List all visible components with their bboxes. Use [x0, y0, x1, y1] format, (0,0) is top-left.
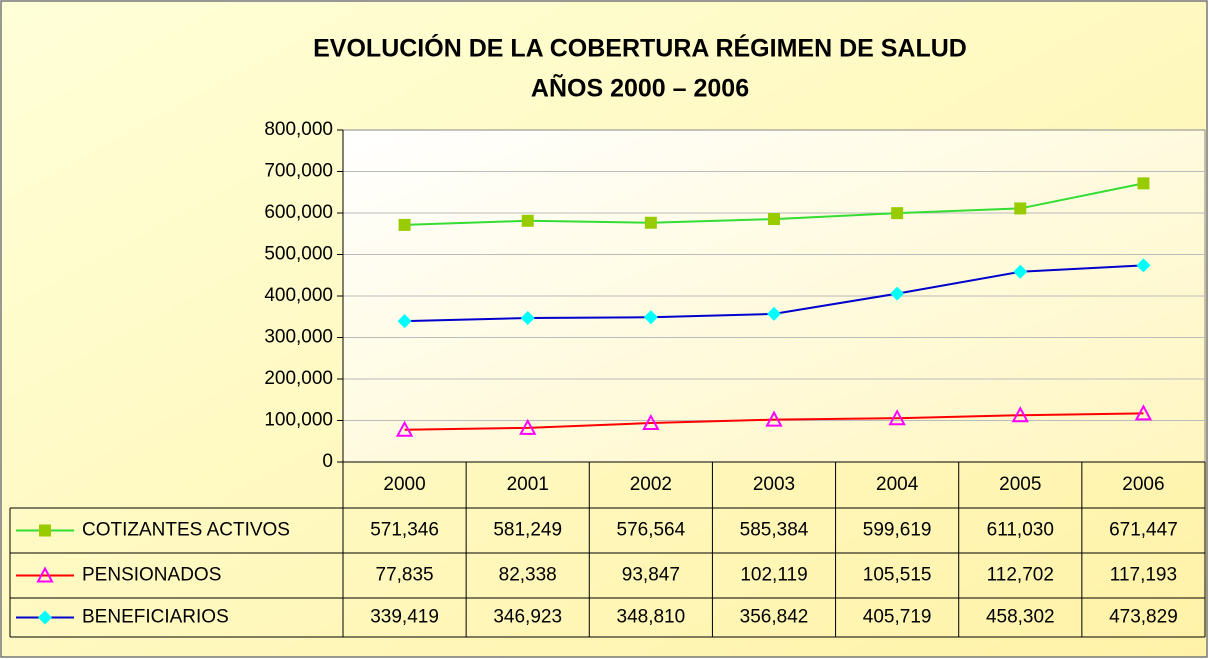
- table-value: 571,346: [370, 520, 439, 541]
- data-point: [1134, 404, 1153, 421]
- table-value: 405,719: [863, 607, 932, 628]
- table-value: 346,923: [493, 607, 562, 628]
- y-tick-label: 500,000: [264, 244, 333, 265]
- data-point: [397, 314, 412, 329]
- table-value: 581,249: [493, 520, 562, 541]
- y-tick-label: 200,000: [264, 368, 333, 389]
- y-tick-label: 100,000: [264, 410, 333, 431]
- legend-label: COTIZANTES ACTIVOS: [82, 520, 290, 541]
- data-point: [642, 413, 660, 431]
- data-point: [398, 218, 411, 231]
- data-point: [519, 418, 537, 435]
- x-tick-label: 2004: [876, 474, 919, 495]
- x-tick-label: 2000: [383, 474, 425, 495]
- series-line: [404, 412, 1144, 431]
- table-value: 105,515: [863, 565, 932, 586]
- y-tick-label: 300,000: [264, 327, 333, 348]
- data-point: [888, 409, 906, 426]
- x-tick-label: 2005: [999, 474, 1041, 495]
- data-point: [1011, 406, 1029, 423]
- y-tick-label: 0: [322, 451, 333, 472]
- table-value: 82,338: [499, 565, 557, 586]
- data-point: [767, 306, 781, 321]
- y-tick-label: 600,000: [264, 202, 333, 223]
- y-tick-label: 700,000: [264, 161, 333, 182]
- table-value: 93,847: [622, 565, 680, 586]
- data-point: [395, 420, 414, 437]
- data-point: [1014, 202, 1027, 215]
- data-point: [520, 311, 535, 326]
- table-value: 671,447: [1109, 520, 1178, 541]
- data-point: [1013, 264, 1028, 279]
- x-tick-label: 2006: [1122, 474, 1164, 495]
- table-value: 576,564: [617, 520, 686, 541]
- data-point: [521, 214, 534, 227]
- x-tick-label: 2003: [753, 474, 795, 495]
- table-value: 339,419: [370, 607, 439, 628]
- table-value: 611,030: [987, 520, 1054, 541]
- data-point: [644, 216, 657, 229]
- table-value: 458,302: [986, 607, 1055, 628]
- data-point: [1137, 177, 1150, 190]
- data-point: [891, 207, 904, 220]
- data-point: [765, 410, 783, 427]
- legend-marker: [39, 524, 51, 537]
- data-point: [643, 310, 658, 325]
- legend-marker: [38, 610, 52, 625]
- data-point: [1136, 258, 1151, 273]
- x-tick-label: 2001: [507, 474, 549, 495]
- y-tick-label: 800,000: [264, 119, 333, 140]
- table-value: 117,193: [1110, 565, 1177, 586]
- table-value: 599,619: [863, 520, 932, 541]
- chart-subtitle: AÑOS 2000 – 2006: [531, 73, 749, 103]
- y-tick-label: 400,000: [264, 285, 333, 306]
- legend-label: PENSIONADOS: [82, 565, 221, 586]
- x-tick-label: 2002: [630, 474, 672, 495]
- table-value: 348,810: [617, 607, 686, 628]
- data-point: [890, 286, 905, 301]
- table-value: 77,835: [376, 565, 434, 586]
- table-value: 112,702: [987, 565, 1054, 586]
- data-point: [768, 213, 780, 226]
- table-value: 356,842: [740, 607, 809, 628]
- table-value: 473,829: [1109, 607, 1178, 628]
- table-value: 102,119: [740, 565, 807, 586]
- table-value: 585,384: [740, 520, 809, 541]
- chart-title: EVOLUCIÓN DE LA COBERTURA RÉGIMEN DE SAL…: [313, 33, 967, 63]
- legend-label: BENEFICIARIOS: [82, 607, 229, 628]
- legend-marker: [36, 566, 54, 583]
